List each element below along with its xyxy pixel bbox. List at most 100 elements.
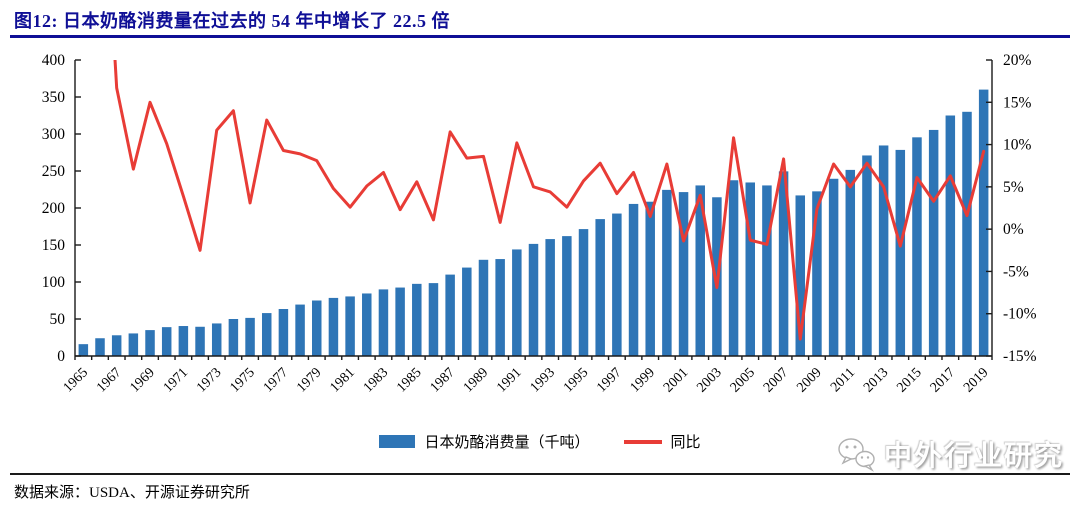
right-axis-tick-label: -5%: [1003, 263, 1029, 280]
right-axis-tick-label: 10%: [1003, 137, 1032, 154]
consumption-bar-2007: [778, 171, 789, 356]
x-axis-tick-label-2001: 2001: [661, 365, 691, 395]
bar-series-label: 日本奶酪消费量（千吨）: [424, 435, 590, 451]
consumption-bar-1990: [495, 259, 505, 356]
consumption-bar-2006: [762, 185, 772, 356]
consumption-bar-1977: [278, 309, 289, 356]
consumption-bar-1995: [578, 229, 589, 356]
right-axis-tick-label: -10%: [1003, 306, 1037, 323]
left-axis-tick-label: 350: [42, 89, 66, 106]
x-axis-tick-label-2015: 2015: [894, 365, 924, 395]
left-axis-tick-label: 0: [57, 348, 65, 365]
consumption-bar-1997: [612, 213, 622, 356]
consumption-bar-1988: [462, 267, 472, 356]
consumption-bar-1965: [78, 344, 89, 356]
consumption-bar-1979: [312, 300, 322, 356]
data-source: 数据来源：USDA、开源证券研究所: [14, 485, 250, 501]
x-axis-tick-label-2019: 2019: [961, 365, 991, 395]
consumption-bar-1973: [211, 323, 222, 356]
consumption-bar-1994: [562, 236, 572, 356]
yoy-line: [113, 60, 986, 341]
x-axis-tick-label-2007: 2007: [761, 365, 791, 395]
watermark-text: 中外行业研究: [883, 441, 1064, 472]
legend-item-consumption: 日本奶酪消费量（千吨）: [379, 431, 590, 452]
figure-title: 图12: 日本奶酪消费量在过去的 54 年中增长了 22.5 倍: [14, 11, 450, 31]
consumption-bar-2004: [728, 180, 739, 356]
consumption-bar-1972: [195, 326, 205, 356]
consumption-bar-1983: [378, 289, 389, 356]
chart-legend: 日本奶酪消费量（千吨） 同比: [0, 431, 1080, 452]
line-series-swatch: [623, 439, 662, 444]
x-axis-tick-label-1993: 1993: [528, 365, 558, 395]
x-axis-tick-label-1983: 1983: [361, 365, 391, 395]
consumption-bar-2002: [695, 185, 705, 356]
consumption-bar-1984: [395, 287, 405, 356]
footer-divider: [10, 473, 1070, 475]
consumption-bar-1987: [445, 274, 455, 356]
consumption-bar-2018: [962, 111, 972, 356]
x-axis-tick-label-1977: 1977: [261, 365, 291, 395]
left-axis-tick-label: 250: [42, 163, 66, 180]
left-axis-tick-label: 150: [42, 237, 66, 254]
consumption-bar-1980: [328, 297, 339, 356]
consumption-bars: [78, 89, 989, 356]
x-axis-tick-label-1979: 1979: [294, 365, 324, 395]
consumption-bar-1981: [345, 296, 355, 356]
consumption-bar-1968: [128, 333, 139, 356]
left-axis-tick-label: 300: [42, 126, 66, 143]
x-axis-tick-label-1997: 1997: [594, 365, 624, 395]
consumption-bar-1974: [228, 319, 239, 356]
x-axis-tick-label-2009: 2009: [794, 365, 824, 395]
x-axis-tick-label-1965: 1965: [61, 365, 91, 395]
x-axis-tick-label-1981: 1981: [328, 365, 358, 395]
x-axis-tick-label-1991: 1991: [494, 365, 524, 395]
x-axis-tick-label-1987: 1987: [428, 365, 458, 395]
consumption-bar-2001: [678, 192, 689, 356]
right-axis-tick-label: 0%: [1003, 221, 1024, 238]
x-axis-tick-label-1985: 1985: [394, 365, 424, 395]
consumption-bar-2012: [862, 155, 872, 356]
consumption-bar-2019: [978, 89, 989, 356]
x-axis-tick-label-1971: 1971: [161, 365, 191, 395]
consumption-bar-1998: [628, 203, 639, 356]
x-axis-tick-label-2011: 2011: [828, 365, 858, 395]
x-axis-tick-label-1989: 1989: [461, 365, 491, 395]
consumption-bar-2005: [745, 182, 755, 356]
bar-series-swatch: [379, 435, 416, 448]
left-axis-tick-label: 50: [50, 311, 66, 328]
legend-item-yoy: 同比: [623, 431, 701, 452]
consumption-bar-1976: [261, 313, 272, 356]
consumption-bar-2010: [828, 178, 839, 356]
consumption-bar-2015: [912, 137, 922, 356]
watermark: 中外行业研究: [836, 434, 1064, 474]
x-axis-tick-label-2005: 2005: [728, 365, 758, 395]
left-axis-tick-label: 400: [42, 52, 66, 69]
consumption-bar-2013: [878, 145, 889, 356]
consumption-bar-2014: [895, 149, 906, 356]
consumption-bar-1969: [145, 330, 155, 356]
right-axis-tick-label: 5%: [1003, 179, 1024, 196]
consumption-bar-1975: [245, 317, 255, 356]
consumption-bar-1991: [512, 249, 522, 356]
consumption-bar-1985: [412, 283, 422, 356]
x-axis-tick-label-1999: 1999: [628, 365, 658, 395]
consumption-bar-1989: [478, 259, 489, 356]
x-axis-tick-label-1973: 1973: [194, 365, 224, 395]
title-underline: [10, 35, 1070, 38]
x-axis-tick-label-1969: 1969: [127, 365, 157, 395]
consumption-bar-2008: [795, 195, 806, 356]
consumption-bar-2011: [845, 169, 856, 356]
consumption-bar-1970: [161, 327, 172, 356]
line-series-label: 同比: [670, 435, 701, 451]
x-axis-tick-label-1975: 1975: [227, 365, 257, 395]
wechat-icon: [838, 438, 875, 472]
consumption-bar-1971: [178, 326, 189, 356]
x-axis-tick-label-2013: 2013: [861, 365, 891, 395]
x-axis-tick-label-2003: 2003: [694, 365, 724, 395]
consumption-bar-1996: [595, 219, 605, 356]
right-axis-tick-label: 20%: [1003, 52, 1032, 69]
consumption-bar-2016: [928, 129, 939, 356]
right-axis-tick-label: 15%: [1003, 94, 1032, 111]
consumption-bar-1999: [645, 201, 655, 356]
